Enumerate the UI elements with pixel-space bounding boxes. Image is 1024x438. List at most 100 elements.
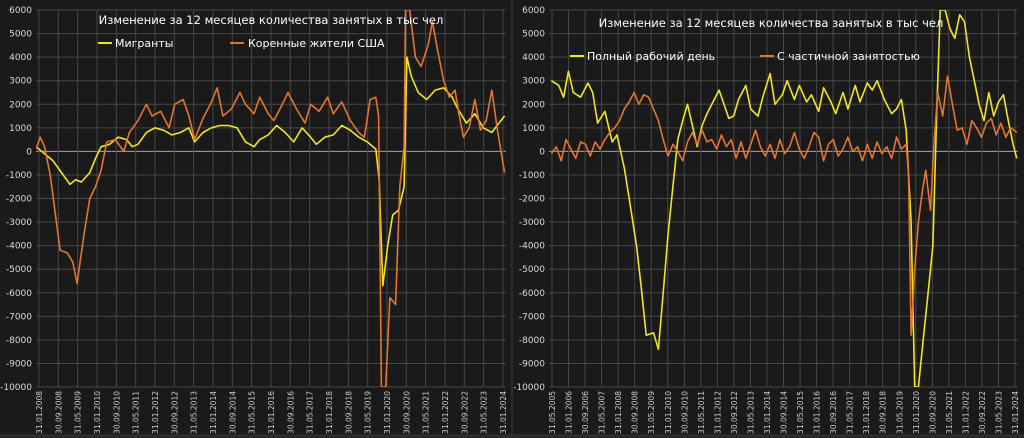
x-tick-label: 31.01.2006: [565, 391, 574, 434]
y-tick-label: 5000: [522, 30, 545, 40]
y-tick-label: -4000: [6, 242, 32, 252]
x-tick-label: 31.01.2014: [209, 391, 218, 434]
series-line-2: [550, 75, 1018, 336]
x-tick-label: 31.01.2012: [713, 391, 722, 434]
y-tick-label: -5000: [519, 265, 545, 275]
x-tick-label: 31.01.2008: [35, 391, 44, 434]
y-tick-label: -10000: [513, 383, 545, 393]
y-tick-label: 2000: [522, 100, 545, 110]
y-tick-label: 6000: [522, 6, 545, 16]
x-tick-label: 30.09.2016: [286, 391, 295, 434]
x-tick-label: 31.01.2018: [862, 391, 871, 434]
x-tick-label: 31.01.2020: [912, 391, 921, 434]
x-tick-label: 31.01.2008: [614, 391, 623, 434]
x-tick-label: 30.09.2014: [228, 391, 237, 434]
x-tick-label: 31.05.2021: [422, 391, 431, 434]
y-tick-label: -3000: [519, 218, 545, 228]
x-tick-label: 30.09.2018: [879, 391, 888, 434]
y-tick-label: -7000: [6, 312, 32, 322]
y-tick-label: -8000: [6, 336, 32, 346]
y-tick-label: 0: [539, 147, 545, 157]
legend-label-2: С частичной занятостью: [777, 50, 920, 63]
chart-title: Изменение за 12 месяцев количества занят…: [99, 13, 444, 27]
x-tick-label: 31.01.2010: [664, 391, 673, 434]
y-tick-label: -1000: [6, 171, 32, 181]
x-tick-label: 30.09.2012: [730, 391, 739, 434]
x-tick-label: 31.05.2017: [846, 391, 855, 434]
x-tick-label: 30.09.2016: [829, 391, 838, 434]
legend-label-2: Коренные жители США: [248, 37, 385, 50]
x-tick-label: 31.05.2023: [994, 391, 1003, 434]
y-tick-label: -3000: [6, 218, 32, 228]
x-tick-label: 31.05.2009: [647, 391, 656, 434]
x-tick-label: 31.05.2017: [306, 391, 315, 434]
x-tick-label: 31.05.2011: [697, 391, 706, 434]
x-tick-label: 31.01.2014: [763, 391, 772, 434]
x-tick-label: 30.09.2010: [680, 391, 689, 434]
y-tick-label: -2000: [6, 195, 32, 205]
y-tick-label: 4000: [522, 53, 545, 63]
legend-label-1: Мигранты: [115, 37, 173, 50]
y-tick-label: 6000: [9, 6, 32, 16]
chart-panel-1: 6000 5000 4000 3000 2000 1000 0 -1000 -2000 -3000…: [0, 0, 511, 434]
x-tick-label: 31.05.2019: [895, 391, 904, 434]
y-tick-label: -10000: [0, 383, 32, 393]
y-tick-label: 2000: [9, 100, 32, 110]
x-tick-label: 30.09.2010: [112, 391, 121, 434]
y-tick-label: -1000: [519, 171, 545, 181]
y-tick-label: -9000: [6, 359, 32, 369]
chart-panel-2: 6000 5000 4000 3000 2000 1000 0 -1000 -2000 -3000…: [513, 0, 1024, 434]
x-tick-label: 31.05.2007: [598, 391, 607, 434]
x-tick-label: 31.05.2013: [190, 391, 199, 434]
x-tick-label: 31.01.2012: [151, 391, 160, 434]
series-line-1: [550, 10, 1018, 387]
y-tick-label: 3000: [522, 77, 545, 87]
x-tick-label: 30.09.2022: [460, 391, 469, 434]
x-tick-label: 30.09.2006: [581, 391, 590, 434]
x-tick-label: 31.05.2013: [746, 391, 755, 434]
y-tick-label: 3000: [9, 77, 32, 87]
x-tick-label: 31.05.2011: [132, 391, 141, 434]
y-tick-label: -2000: [519, 195, 545, 205]
x-tick-label: 31.01.2022: [961, 391, 970, 434]
panel-background: [0, 0, 511, 434]
x-tick-label: 30.09.2020: [402, 391, 411, 434]
x-tick-label: 30.09.2020: [928, 391, 937, 434]
x-tick-label: 31.05.2019: [364, 391, 373, 434]
y-tick-label: 4000: [9, 53, 32, 63]
x-tick-label: 30.09.2012: [170, 391, 179, 434]
x-tick-label: 31.05.2009: [74, 391, 83, 434]
x-tick-label: 30.09.2018: [344, 391, 353, 434]
x-tick-label: 30.09.2008: [54, 391, 63, 434]
x-tick-label: 30.09.2008: [631, 391, 640, 434]
series-line-2: [36, 10, 506, 387]
x-tick-label: 31.05.2021: [945, 391, 954, 434]
y-tick-label: -7000: [519, 312, 545, 322]
x-tick-label: 31.01.2010: [93, 391, 102, 434]
y-tick-label: -9000: [519, 359, 545, 369]
y-tick-label: -4000: [519, 242, 545, 252]
x-tick-label: 31.05.2023: [480, 391, 489, 434]
panel-background: [513, 0, 1024, 434]
chart-title: Изменение за 12 месяцев количества занят…: [599, 16, 944, 30]
x-tick-label: 31.01.2024: [499, 391, 508, 434]
x-tick-label: 31.01.2022: [441, 391, 450, 434]
x-tick-label: 31.01.2016: [813, 391, 822, 434]
x-tick-label: 31.05.2015: [796, 391, 805, 434]
x-tick-label: 31.01.2016: [267, 391, 276, 434]
y-tick-label: 0: [26, 147, 32, 157]
x-tick-label: 31.01.2024: [1011, 391, 1020, 434]
y-tick-label: -6000: [6, 289, 32, 299]
y-tick-label: -6000: [519, 289, 545, 299]
legend-label-1: Полный рабочий день: [587, 50, 715, 63]
y-tick-label: 1000: [9, 124, 32, 134]
x-tick-label: 30.09.2014: [780, 391, 789, 434]
x-tick-label: 31.01.2020: [383, 391, 392, 434]
x-tick-label: 31.05.2015: [248, 391, 257, 434]
y-tick-label: -5000: [6, 265, 32, 275]
y-tick-label: 5000: [9, 30, 32, 40]
x-tick-label: 31.05.2005: [548, 391, 557, 434]
y-tick-label: 1000: [522, 124, 545, 134]
